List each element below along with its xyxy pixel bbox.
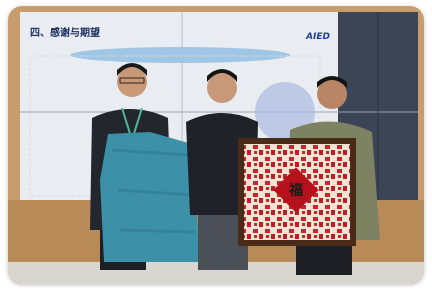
slide-logo: AIED	[305, 32, 330, 42]
slide-graphic	[70, 47, 290, 63]
scene: 四、感谢与期望 AIED	[8, 6, 424, 284]
framed-papercut: 福	[238, 138, 356, 246]
slide-title: 四、感谢与期望	[30, 26, 100, 39]
photo: 四、感谢与期望 AIED	[0, 0, 432, 292]
page: {"screen": {"title": "四、感谢与期望", "logo": …	[0, 0, 432, 292]
svg-text:福: 福	[288, 182, 303, 199]
